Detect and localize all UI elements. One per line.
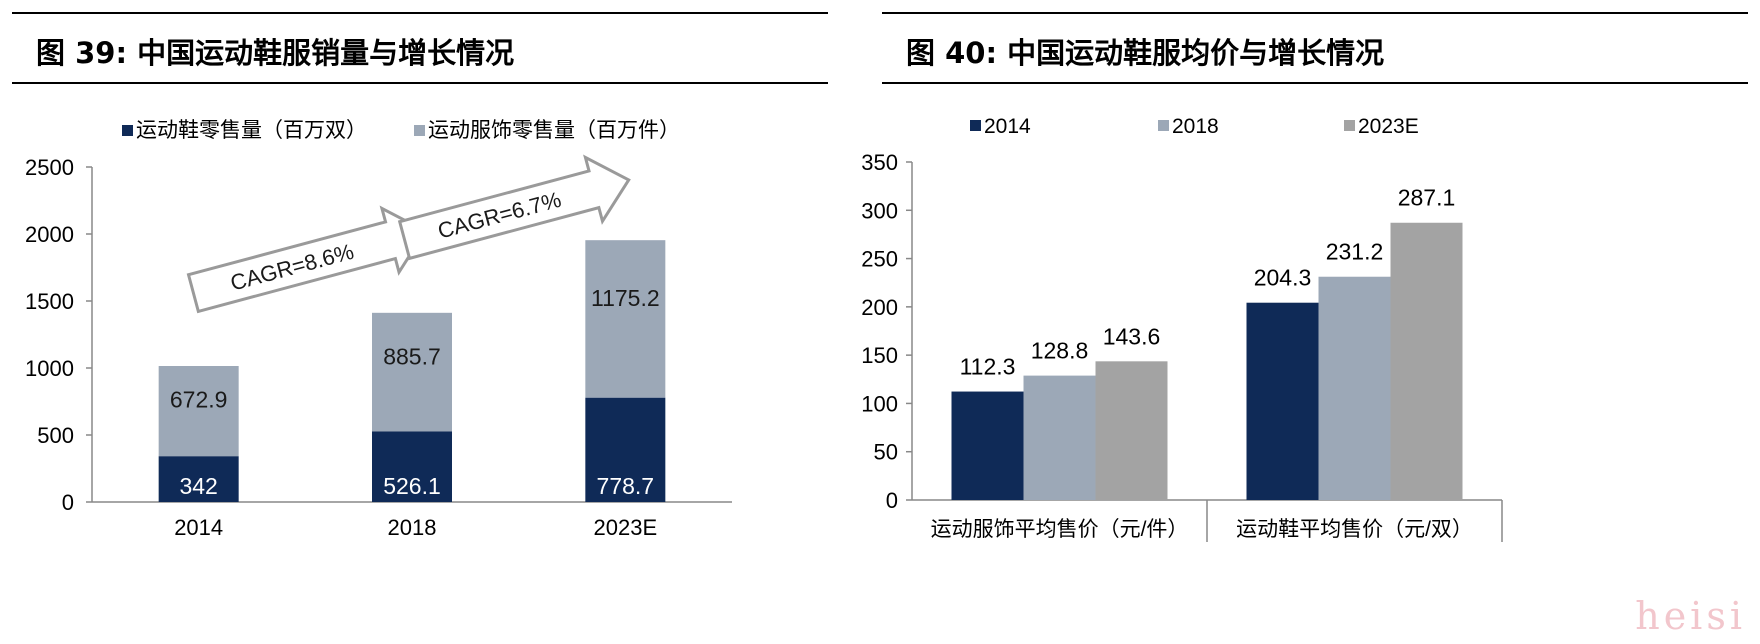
x-tick-label: 2018 [388,515,437,540]
y-tick-label: 2000 [25,222,74,247]
cagr-arrow: CAGR=8.6% [186,205,428,314]
legend-label: 2018 [1172,115,1219,138]
watermark: heisi [1635,594,1746,638]
y-tick-label: 350 [861,150,898,175]
legend-swatch [1344,120,1355,131]
legend-label: 运动鞋零售量（百万双） [136,119,367,142]
data-label: 342 [179,473,217,499]
stacked-bar-chart: 0 500 1000 1500 2000 2500 2014 342 672.9 2018 526.… [25,119,732,540]
data-label: 1175.2 [591,285,660,311]
bar [1095,361,1168,500]
bar-segment [585,240,666,398]
bar-segment [158,366,239,457]
legend-swatch [122,125,133,136]
title-rule-top [12,12,828,14]
legend-label: 运动服饰零售量（百万件） [428,119,680,142]
legend-swatch [414,125,425,136]
y-tick-label: 100 [861,391,898,416]
y-tick-label: 300 [861,198,898,223]
chart-panel-sales-volume: 图 39: 中国运动鞋服销量与增长情况 0 500 1000 1500 2000 2500… [0,0,840,644]
bar-segment [372,431,452,502]
data-label: 204.3 [1254,265,1312,291]
arrow-shape [397,154,631,261]
data-label: 526.1 [383,473,441,499]
legend-label: 2023E [1358,115,1419,138]
x-tick-label: 2014 [174,515,223,540]
data-label: 778.7 [597,473,655,499]
bar-segment [372,312,452,432]
data-label: 885.7 [383,344,441,370]
y-tick-label: 0 [62,490,74,515]
bar-segment [158,456,239,502]
y-tick-label: 1500 [25,289,74,314]
legend-label: 2014 [984,115,1031,138]
chart-panel-average-price: 图 40: 中国运动鞋服均价与增长情况 0 50 100 150 200 250 300 35… [861,0,1760,644]
data-label: 128.8 [1031,338,1089,364]
y-tick-label: 200 [861,295,898,320]
y-tick-label: 500 [37,423,74,448]
y-tick-label: 250 [861,247,898,272]
y-tick-label: 2500 [25,155,74,180]
bar [1318,276,1391,500]
y-tick-label: 1000 [25,356,74,381]
y-tick-label: 150 [861,343,898,368]
x-tick-label: 运动服饰平均售价（元/件） [931,518,1189,541]
figure-title: 图 39: 中国运动鞋服销量与增长情况 [36,36,515,70]
data-label: 143.6 [1103,323,1161,349]
title-rule-bottom [12,82,828,84]
title-rule-bottom [882,82,1748,84]
bar-segment [585,397,666,502]
title-rule-top [882,12,1748,14]
x-tick-label: 2023E [594,515,658,540]
legend-swatch [1158,120,1169,131]
data-label: 112.3 [960,354,1016,380]
y-tick-label: 0 [886,488,898,513]
bar [1246,302,1319,500]
data-label: 231.2 [1326,239,1384,265]
bar [951,391,1024,500]
data-label: 287.1 [1398,185,1456,211]
x-tick-label: 运动鞋平均售价（元/双） [1236,518,1473,541]
data-label: 672.9 [170,386,228,412]
bar [1390,222,1463,501]
legend-swatch [970,120,981,131]
figure-title: 图 40: 中国运动鞋服均价与增长情况 [906,36,1385,70]
bar [1023,375,1096,500]
y-tick-label: 50 [874,440,898,465]
grouped-bar-chart: 0 50 100 150 200 250 300 350 运动服饰平均售价（元/件） 112.3 1… [861,115,1503,542]
